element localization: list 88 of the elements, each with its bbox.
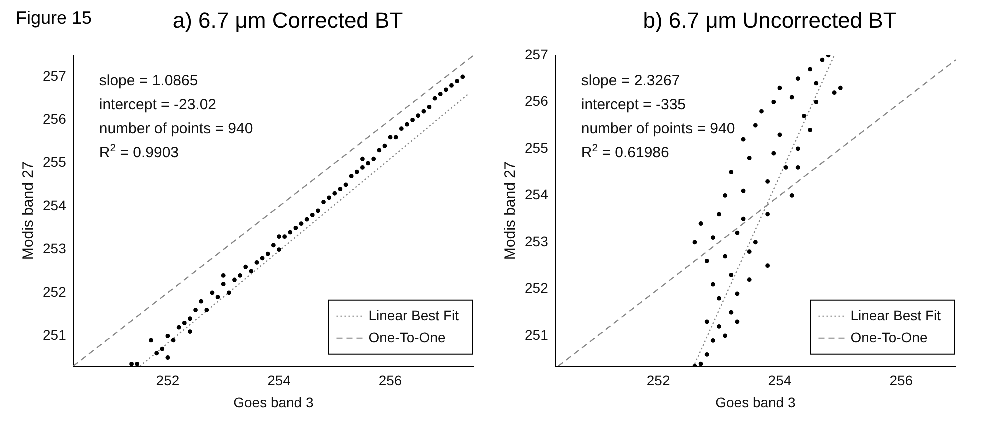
point — [729, 273, 734, 278]
point — [735, 320, 740, 324]
point — [796, 165, 800, 170]
point — [790, 95, 794, 100]
annotation: number of points = 940 — [581, 120, 736, 138]
point — [796, 76, 800, 81]
point — [838, 86, 843, 90]
x-axis-title: Goes band 3 — [234, 394, 314, 410]
point — [760, 109, 764, 114]
point — [710, 338, 716, 343]
y-tick-label: 257 — [525, 46, 549, 62]
point — [717, 296, 722, 301]
chart-title: a) 6.7 μm Corrected BT — [172, 8, 404, 33]
x-axis-title: Goes band 3 — [716, 394, 796, 410]
point — [735, 292, 740, 296]
point — [753, 240, 758, 245]
y-tick-label: 252 — [525, 280, 549, 296]
point — [692, 240, 698, 245]
point — [778, 86, 782, 90]
point — [802, 114, 806, 118]
point — [741, 188, 746, 194]
point — [729, 310, 734, 315]
annotation: slope = 2.3267 — [581, 72, 680, 90]
y-tick-label: 253 — [525, 233, 549, 250]
point — [772, 151, 776, 156]
point — [784, 165, 788, 170]
point — [698, 222, 704, 226]
y-tick-label: 256 — [525, 93, 549, 110]
point — [832, 90, 837, 96]
point — [741, 137, 746, 142]
x-tick-label: 256 — [890, 372, 914, 389]
point — [766, 179, 770, 184]
point — [790, 194, 794, 198]
point — [796, 146, 800, 152]
x-tick-label: 252 — [646, 372, 670, 389]
legend-label: One-To-One — [850, 329, 928, 346]
point — [723, 334, 728, 338]
y-tick-label: 257 — [43, 68, 67, 84]
point — [766, 264, 770, 268]
caption: Figure 15 — [16, 8, 92, 29]
y-tick-label: 255 — [525, 140, 549, 156]
point — [729, 170, 734, 175]
legend-label: One-To-One — [368, 329, 446, 346]
x-tick-label: 254 — [768, 372, 792, 389]
point — [704, 352, 710, 357]
point — [747, 156, 752, 160]
annotation: slope = 1.0865 — [99, 72, 198, 90]
y-axis-title: Modis band 27 — [502, 162, 520, 260]
point — [698, 362, 704, 366]
x-tick-label: 254 — [268, 372, 292, 389]
x-tick-label: 256 — [378, 372, 402, 389]
point — [772, 100, 776, 104]
point — [814, 81, 819, 86]
y-tick-label: 254 — [525, 186, 549, 203]
annotation: number of points = 940 — [99, 120, 254, 138]
point — [704, 258, 710, 264]
y-axis-title: Modis band 27 — [20, 162, 38, 260]
point — [735, 230, 740, 236]
point — [717, 212, 722, 217]
point — [808, 128, 813, 132]
point — [820, 58, 825, 62]
point — [747, 278, 752, 282]
y-tick-label: 255 — [43, 154, 67, 170]
y-tick-label: 252 — [43, 284, 67, 300]
annotation: intercept = -23.02 — [99, 96, 217, 114]
chart-title: b) 6.7 μm Uncorrected BT — [642, 8, 898, 35]
point — [747, 250, 752, 254]
x-tick-label: 252 — [156, 372, 180, 389]
point — [710, 236, 716, 240]
point — [778, 132, 782, 138]
point — [717, 324, 722, 329]
point — [766, 212, 770, 217]
annotation: intercept = -335 — [581, 96, 686, 114]
legend-label: Linear Best Fit — [850, 307, 942, 324]
y-tick-label: 251 — [43, 327, 67, 344]
y-tick-label: 254 — [43, 197, 67, 214]
point — [814, 100, 819, 104]
point — [753, 123, 758, 128]
point — [723, 194, 728, 198]
legend-label: Linear Best Fit — [368, 307, 460, 324]
point — [808, 67, 813, 72]
y-tick-label: 251 — [525, 326, 549, 343]
point — [710, 282, 716, 287]
y-tick-label: 256 — [43, 111, 67, 128]
point — [704, 320, 710, 324]
point — [723, 254, 728, 259]
y-tick-label: 253 — [43, 240, 67, 257]
point — [741, 216, 746, 222]
